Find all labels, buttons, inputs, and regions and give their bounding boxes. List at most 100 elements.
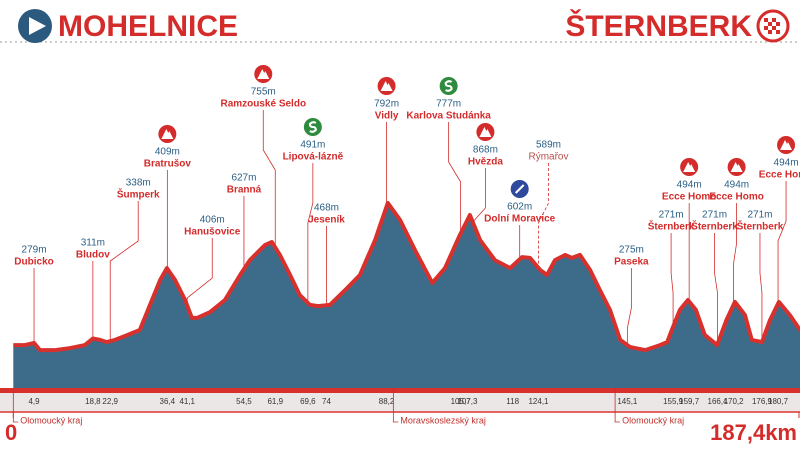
region-label: Olomoucký kraj xyxy=(622,415,684,425)
region-marker xyxy=(392,388,399,423)
waypoint-name: Lipová-lázně xyxy=(283,152,344,163)
waypoint-name: Vidly xyxy=(375,111,399,122)
km-label: 107,3 xyxy=(457,397,478,406)
start-title: MOHELNICE xyxy=(58,10,238,43)
altitude-label: 589m xyxy=(536,140,561,151)
finish-icon xyxy=(756,9,790,43)
region-label: Moravskoslezský kraj xyxy=(400,415,486,425)
altitude-label: 494m xyxy=(724,180,749,191)
climb-icon xyxy=(727,158,746,176)
waypoint-name: Šumperk xyxy=(117,188,160,201)
waypoint-name: Ecce Homo xyxy=(662,192,716,203)
km-label: 69,6 xyxy=(300,397,316,406)
km-label: 155,9 xyxy=(663,397,684,406)
altitude-label: 602m xyxy=(507,202,532,213)
altitude-label: 406m xyxy=(200,215,225,226)
km-label: 145,1 xyxy=(617,397,638,406)
km-label: 54,5 xyxy=(236,397,252,406)
altitude-label: 755m xyxy=(251,87,276,98)
waypoint-name: Rýmařov xyxy=(528,152,568,163)
waypoint-name: Branná xyxy=(227,185,262,196)
climb-icon xyxy=(777,136,796,154)
km-label: 74 xyxy=(322,397,331,406)
km-label: 124,1 xyxy=(528,397,549,406)
km-label: 36,4 xyxy=(160,397,176,406)
waypoint-name: Hvězda xyxy=(468,157,503,168)
km-label: 159,7 xyxy=(679,397,700,406)
altitude-label: 627m xyxy=(231,173,256,184)
waypoint-name: Šternberk xyxy=(737,220,784,233)
km-label: 88,2 xyxy=(379,397,395,406)
km-label: 176,9 xyxy=(752,397,773,406)
waypoint-name: Jeseník xyxy=(308,215,345,226)
climb-icon xyxy=(158,125,177,143)
km-label: 18,8 xyxy=(85,397,101,406)
sprint-icon xyxy=(439,77,458,95)
profile-line xyxy=(13,200,800,353)
climb-icon xyxy=(680,158,699,176)
altitude-label: 468m xyxy=(314,203,339,214)
altitude-label: 868m xyxy=(473,145,498,156)
km-band xyxy=(0,393,800,411)
waypoint-name: Dolní Moravice xyxy=(484,214,556,225)
waypoint-name: Dubicko xyxy=(14,257,53,268)
altitude-label: 271m xyxy=(702,210,727,221)
km-label: 118 xyxy=(506,397,519,406)
climb-icon-mountain xyxy=(257,69,270,79)
region-marker xyxy=(12,388,19,423)
altitude-label: 792m xyxy=(374,99,399,110)
waypoint-name: Paseka xyxy=(614,257,649,268)
waypoint-name: Šternberk xyxy=(691,220,738,233)
altitude-label: 338m xyxy=(126,178,151,189)
climb-icon xyxy=(476,123,495,141)
waypoint-name: Bratrušov xyxy=(144,159,192,170)
waypoint-name: Ecce Homo xyxy=(759,170,800,181)
profile-area xyxy=(13,202,800,388)
climb-icon-mountain xyxy=(479,127,492,137)
climb-icon-mountain xyxy=(380,81,393,91)
altitude-label: 311m xyxy=(81,238,105,249)
finish-title: ŠTERNBERK xyxy=(565,9,752,43)
km-label: 105,7 xyxy=(451,397,472,406)
waypoint-name: Ramzouské Seldo xyxy=(220,99,306,110)
altitude-label: 777m xyxy=(436,99,461,110)
climb-icon-mountain xyxy=(730,162,743,172)
x-tick-label: 0 xyxy=(5,420,17,445)
km-label: 22,9 xyxy=(102,397,118,406)
altitude-label: 494m xyxy=(677,180,702,191)
region-label: Olomoucký kraj xyxy=(20,415,82,425)
altitude-label: 271m xyxy=(747,210,772,221)
baseline-band xyxy=(0,388,800,393)
feed-icon-glyph xyxy=(514,184,525,194)
km-label: 4,9 xyxy=(28,397,40,406)
waypoint-name: Bludov xyxy=(76,250,110,261)
waypoint-name: Hanušovice xyxy=(184,227,241,238)
km-label: 180,7 xyxy=(768,397,789,406)
altitude-label: 494m xyxy=(774,158,799,169)
waypoint-name: Šternberk xyxy=(648,220,695,233)
km-label: 41,1 xyxy=(179,397,195,406)
sprint-icon xyxy=(303,118,322,136)
km-label: 166,4 xyxy=(708,397,729,406)
sprint-icon-glyph xyxy=(308,121,317,133)
waypoint-name: Ecce Homo xyxy=(709,192,763,203)
climb-icon xyxy=(254,65,273,83)
km-label: 61,9 xyxy=(267,397,283,406)
climb-icon xyxy=(377,77,396,95)
km-label: 170,2 xyxy=(724,397,745,406)
climb-icon-mountain xyxy=(780,140,793,150)
climb-icon-mountain xyxy=(683,162,696,172)
leader-line xyxy=(538,163,549,388)
waypoint-name: Karlova Studánka xyxy=(406,111,491,122)
altitude-label: 491m xyxy=(300,140,325,151)
x-tick-label: 187,4km xyxy=(710,420,797,445)
start-icon-arrow xyxy=(29,17,46,35)
region-marker xyxy=(614,388,621,423)
altitude-label: 409m xyxy=(155,147,180,158)
altitude-label: 275m xyxy=(619,245,644,256)
altitude-label: 279m xyxy=(22,245,47,256)
leader-line xyxy=(109,201,139,388)
climb-icon-mountain xyxy=(161,129,174,139)
sprint-icon-glyph xyxy=(444,80,453,92)
